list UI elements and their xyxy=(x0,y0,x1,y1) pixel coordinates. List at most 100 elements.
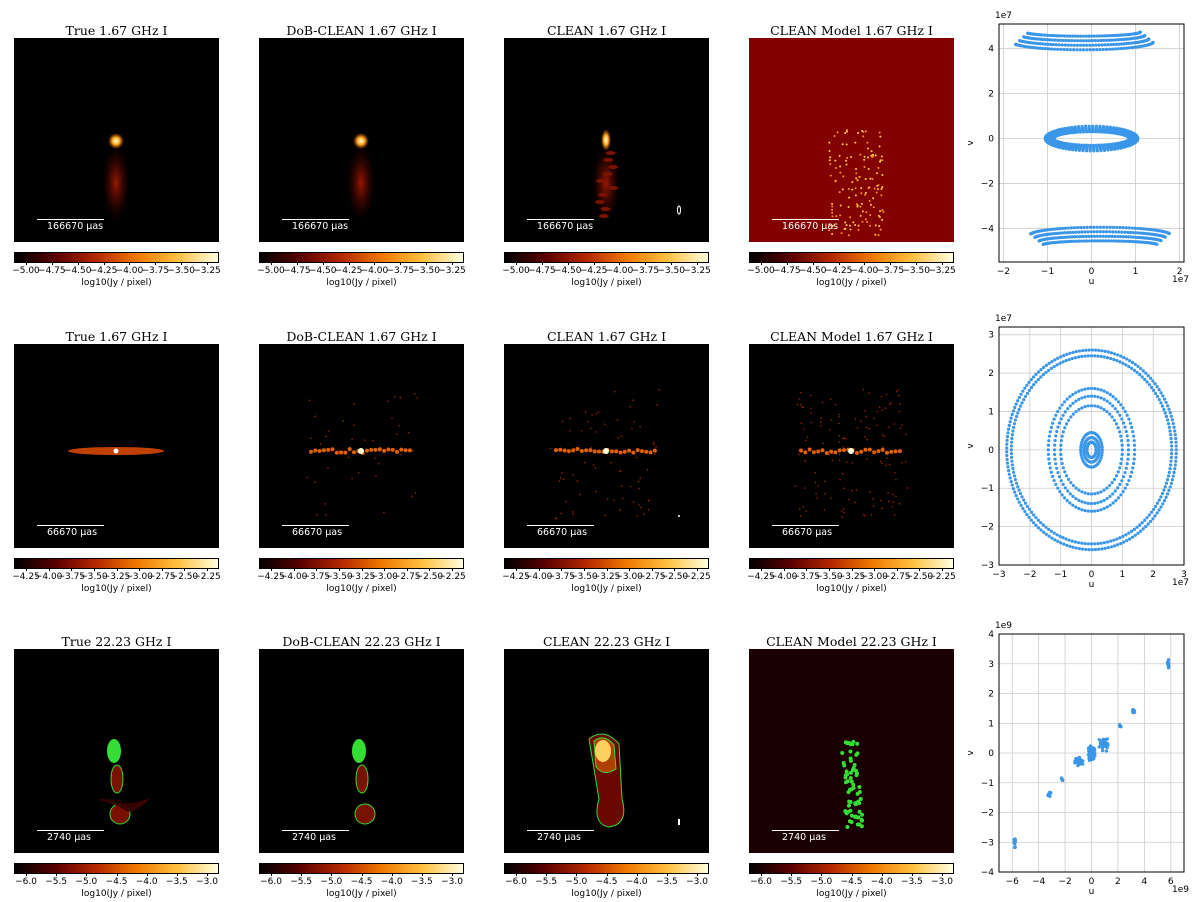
uv-point xyxy=(1167,425,1171,429)
uv-point xyxy=(1164,495,1168,499)
y-tick-label: 0 xyxy=(988,135,994,145)
uv-point xyxy=(1083,405,1087,409)
uv-point xyxy=(1109,356,1113,361)
colorbar-tick xyxy=(322,262,324,265)
uv-point xyxy=(1127,364,1131,369)
uv-point xyxy=(1098,47,1102,52)
uv-point xyxy=(1163,235,1167,239)
colorbar-tick-label: −4.25 xyxy=(747,572,775,582)
uv-point xyxy=(1105,505,1109,509)
colorbar-tick-label: −2.50 xyxy=(660,572,689,582)
colorbar-tick-label: −4.50 xyxy=(308,266,337,276)
panel-title-r1c2: DoB-CLEAN 1.67 GHz I xyxy=(286,23,437,38)
colorbar-tick xyxy=(874,568,876,571)
uv-point xyxy=(1145,380,1149,384)
uv-point xyxy=(1172,470,1176,475)
x-tick-label: −1 xyxy=(1054,570,1067,580)
uv-point xyxy=(1055,533,1059,537)
uv-point xyxy=(1139,529,1143,533)
x-tick-label: 2 xyxy=(1177,267,1183,277)
uv-point xyxy=(1102,506,1106,511)
uv-point xyxy=(1046,38,1050,42)
uv-point xyxy=(1050,359,1054,364)
uv-point xyxy=(1012,474,1017,478)
uv-point xyxy=(1106,743,1110,747)
uv-point xyxy=(1105,745,1109,750)
colorbar-tick-label: −2.25 xyxy=(683,572,711,582)
uv-point xyxy=(1170,478,1174,482)
colorbar-tick-label: −5.00 xyxy=(747,266,775,276)
colorbar-tick xyxy=(338,568,340,571)
image-panel-r2c2: 66670 μas xyxy=(259,344,464,548)
uv-point xyxy=(1146,227,1151,231)
uv-point xyxy=(1077,239,1081,243)
plot-frame xyxy=(998,23,1185,263)
uv-point xyxy=(1008,476,1012,480)
uv-point xyxy=(1089,404,1094,408)
uv-point xyxy=(1157,498,1161,502)
colorbar-tick-label: −3.50 xyxy=(902,266,930,276)
uv-point xyxy=(1065,48,1069,52)
colorbar-tick xyxy=(116,873,118,876)
uv-point xyxy=(1162,397,1167,401)
uv-point xyxy=(1082,143,1087,147)
uv-point xyxy=(1081,348,1085,353)
uv-point xyxy=(1115,537,1119,541)
uv-point xyxy=(1068,230,1072,235)
uv-point xyxy=(1127,417,1131,421)
uv-point xyxy=(1053,457,1057,461)
uv-point xyxy=(1038,46,1042,50)
uv-point xyxy=(1149,385,1154,390)
uv-point xyxy=(1039,368,1043,372)
uv-point xyxy=(1162,407,1166,412)
colorbar-tick-label: −4.00 xyxy=(115,266,144,276)
uv-point xyxy=(1108,225,1112,229)
colorbar-tick-label: −3.25 xyxy=(683,266,711,276)
uv-point xyxy=(1054,413,1058,417)
uv-point xyxy=(1159,495,1163,499)
colorbar-tick-label: −4.0 xyxy=(870,877,893,887)
uv-point xyxy=(1126,438,1130,443)
uv-point xyxy=(1127,531,1131,535)
y-offset-label: 1e7 xyxy=(995,11,1012,21)
colorbar-tick-label: −2.75 xyxy=(147,572,176,582)
uv-point xyxy=(1166,422,1171,426)
y-tick-label: 0 xyxy=(988,446,994,456)
uv-point xyxy=(1059,457,1063,461)
colorbar-tick-label: −3.5 xyxy=(655,877,678,887)
uv-point xyxy=(1014,42,1018,46)
uv-point xyxy=(1022,397,1026,402)
uv-point xyxy=(1079,453,1083,457)
uv-point xyxy=(1068,544,1072,548)
colorbar-label: log10(Jy / pixel) xyxy=(326,889,397,899)
uv-point xyxy=(1027,507,1032,511)
colorbar-label: log10(Jy / pixel) xyxy=(571,584,642,594)
uv-point xyxy=(1059,448,1063,452)
uv-point xyxy=(1121,361,1125,365)
uv-point xyxy=(1102,389,1106,393)
uv-point xyxy=(1119,46,1123,51)
uv-point xyxy=(1089,501,1094,506)
uv-point xyxy=(1113,407,1117,411)
uv-point xyxy=(1009,455,1014,460)
uv-point xyxy=(1111,501,1115,505)
colorbar-tick xyxy=(93,568,95,571)
uv-point xyxy=(1060,403,1064,407)
uv-point xyxy=(1070,356,1074,361)
y-tick-label: −1 xyxy=(981,484,994,494)
uv-point xyxy=(1129,235,1133,239)
colorbar-tick-label: −6.0 xyxy=(505,877,527,887)
colorbar-tick-label: −3.75 xyxy=(792,572,821,582)
uv-point xyxy=(1084,34,1088,38)
scale-bar-label: 2740 μas xyxy=(782,832,827,843)
x-tick-label: −6 xyxy=(1006,877,1020,887)
uv-point xyxy=(1099,388,1103,392)
uv-point xyxy=(1169,433,1173,437)
uv-point xyxy=(1087,39,1091,43)
uv-point xyxy=(1056,356,1060,360)
uv-point xyxy=(1151,388,1156,392)
uv-point xyxy=(1095,225,1099,229)
uv-point xyxy=(1104,239,1108,243)
colorbar-tick-label: −4.5 xyxy=(595,877,618,887)
uv-point xyxy=(1014,493,1018,498)
